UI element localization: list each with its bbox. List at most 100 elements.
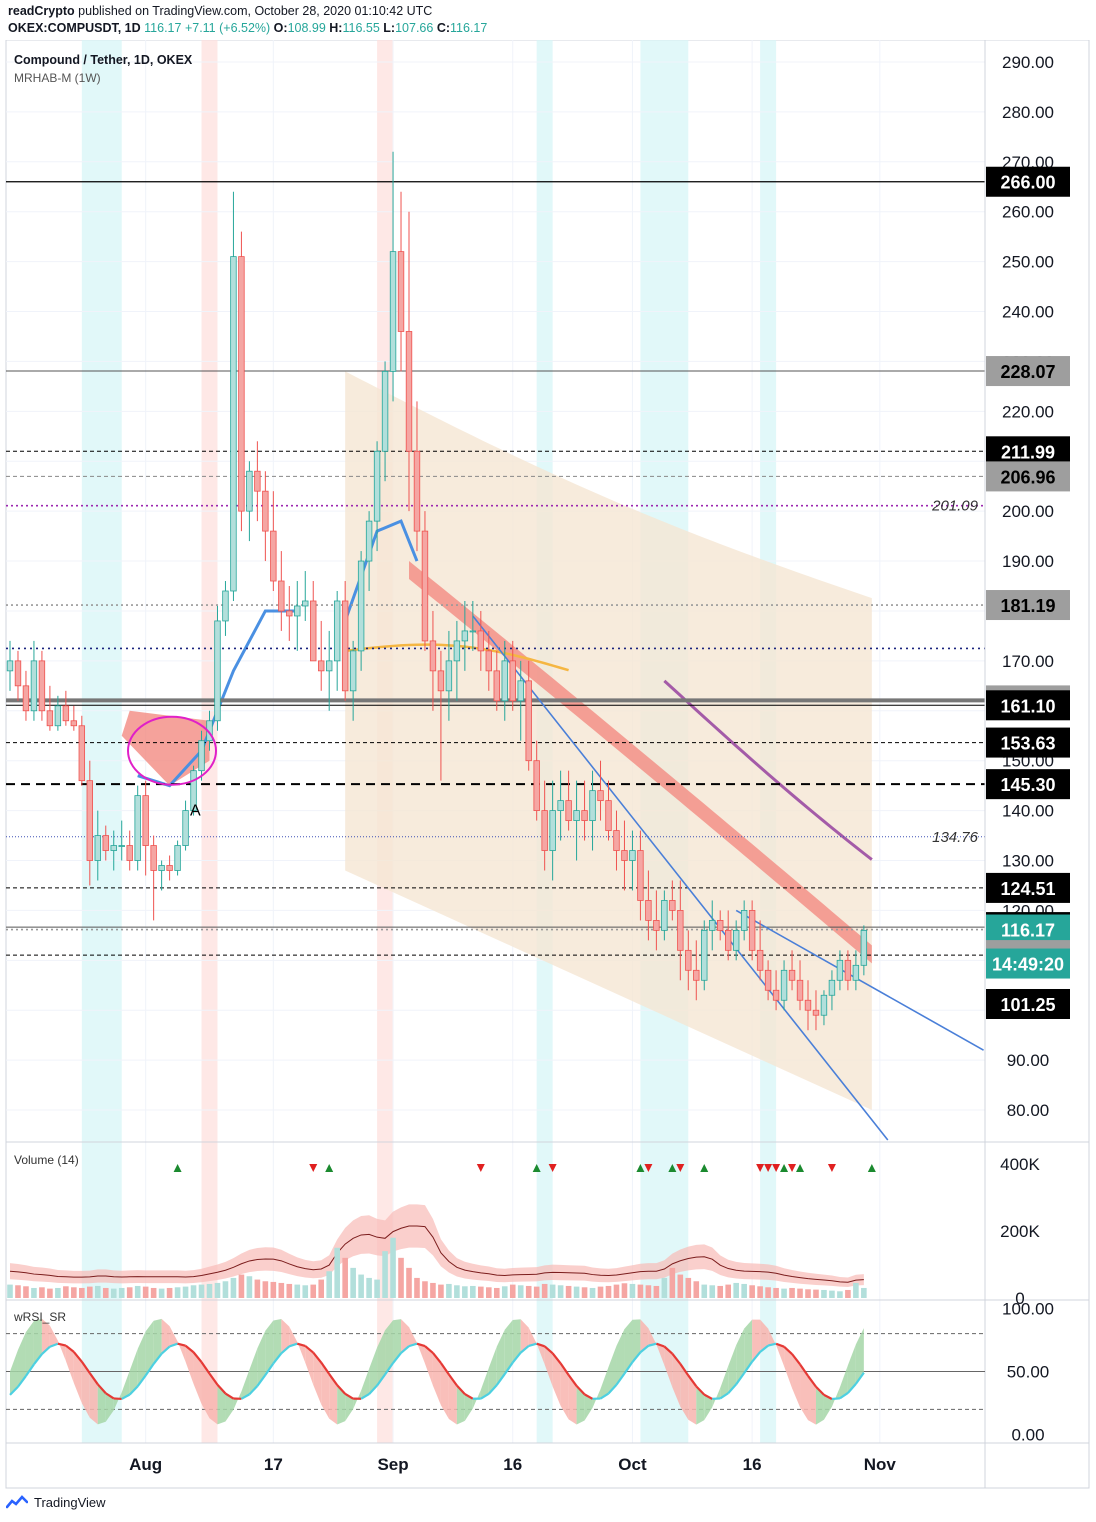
candle-body: [637, 850, 644, 901]
volume-bar: [294, 1284, 301, 1298]
candle-body: [645, 900, 652, 921]
time-tick-label: 17: [264, 1455, 283, 1474]
wrsi-fill: [448, 1374, 457, 1425]
wrsi-fill: [313, 1352, 322, 1405]
footer: TradingView: [6, 1494, 106, 1510]
candle-body: [589, 790, 596, 821]
candle-body: [717, 920, 724, 931]
wrsi-signal-line: [823, 1393, 833, 1400]
volume-bar: [326, 1271, 332, 1298]
wrsi-signal-line: [847, 1383, 857, 1394]
candle-body: [110, 845, 117, 851]
wrsi-signal-line: [80, 1361, 91, 1374]
candle-body: [709, 920, 716, 931]
volume-bar: [861, 1287, 867, 1298]
candle-body: [780, 969, 788, 1001]
wrsi-signal-line: [360, 1393, 370, 1400]
volume-bar: [613, 1284, 620, 1298]
wrsi-fill: [225, 1393, 234, 1422]
price-labels: 266.00228.07211.99206.96201.09181.19162.…: [931, 166, 1070, 1019]
wrsi-signal-line: [639, 1344, 650, 1354]
candle-body: [677, 910, 684, 951]
candle-body: [701, 929, 708, 981]
time-axis[interactable]: Aug 17 Sep 16 Oct 16 Nov: [129, 1455, 896, 1474]
price-tick-label: 250.00: [1002, 253, 1054, 272]
wrsi-signal-line: [831, 1397, 841, 1401]
volume-bar: [757, 1286, 763, 1298]
candle-body: [78, 725, 86, 782]
ohlc-line: OKEX:COMPUSDT, 1D 116.17 +7.11 (+6.52%) …: [8, 21, 487, 35]
wrsi-signal-line: [775, 1342, 785, 1348]
volume-bar: [206, 1283, 213, 1298]
volume-bar: [446, 1283, 452, 1298]
price-tick-label: 140.00: [1002, 802, 1054, 821]
volume-bar: [645, 1285, 652, 1298]
wrsi-signal-line: [208, 1372, 219, 1386]
candle-body: [453, 640, 461, 662]
volume-bar: [398, 1257, 404, 1298]
candle-body: [517, 680, 524, 702]
wrsi-fill: [815, 1386, 824, 1425]
wrsi-signal-line: [551, 1352, 562, 1365]
tradingview-logo-icon[interactable]: [6, 1494, 28, 1510]
wrsi-signal-line: [464, 1393, 474, 1400]
wrsi-signal-line: [57, 1342, 67, 1347]
volume-bar: [71, 1287, 77, 1298]
wrsi-signal-line: [520, 1345, 530, 1354]
wrsi-fill: [839, 1365, 848, 1399]
volume-bar: [557, 1285, 564, 1298]
open-label: O:: [273, 21, 288, 35]
candle-body: [310, 600, 317, 662]
wrsi-fill: [385, 1320, 394, 1375]
wrsi-signal-line: [376, 1373, 386, 1387]
wrsi-fill: [528, 1327, 537, 1346]
time-tick-label: Aug: [129, 1455, 162, 1474]
candle-body: [693, 969, 700, 981]
volume-bar: [214, 1282, 221, 1298]
volume-bar: [581, 1287, 588, 1298]
candle-body: [357, 560, 365, 652]
wrsi-signal-line: [41, 1345, 51, 1355]
price-label-box: [986, 872, 1070, 903]
wrsi-fill: [289, 1326, 298, 1347]
volume-bar: [182, 1286, 189, 1298]
wrsi-fill: [193, 1352, 202, 1404]
wrsi-fill: [640, 1319, 649, 1353]
wrsi-fill: [305, 1345, 314, 1385]
wrsi-fill: [273, 1318, 282, 1364]
sell-signal-icon: [676, 1164, 685, 1172]
sell-signal-icon: [644, 1164, 653, 1172]
sell-signal-icon: [827, 1164, 836, 1172]
candle-body: [222, 590, 229, 622]
symbol-line: OKEX:COMPUSDT, 1D: [8, 21, 141, 35]
volume-ma-line: [9, 1225, 864, 1283]
close-label: C:: [436, 21, 451, 35]
wrsi-fill: [504, 1319, 513, 1375]
candle-body: [445, 660, 453, 692]
volume-bar: [605, 1285, 612, 1298]
time-tick-label: 16: [503, 1455, 522, 1474]
candle-body: [294, 605, 301, 617]
wrsi-signal-line: [121, 1393, 131, 1400]
candle-body: [725, 929, 732, 951]
candle-body: [158, 865, 165, 871]
volume-bar: [254, 1279, 261, 1298]
chart-area[interactable]: A 80.0090.00100.00110.00120.00130.00140.…: [0, 40, 1096, 1490]
volume-bar: [262, 1281, 269, 1298]
price-tick-label: 260.00: [1002, 203, 1054, 222]
volume-bar: [821, 1289, 827, 1298]
volume-bar: [462, 1286, 468, 1298]
wrsi-signal-line: [328, 1373, 339, 1386]
publisher-name[interactable]: readCrypto: [8, 4, 75, 18]
volume-bar: [278, 1282, 285, 1298]
wrsi-signal-line: [759, 1344, 769, 1353]
price-tick-label: 240.00: [1002, 303, 1054, 322]
wrsi-signal-line: [33, 1353, 43, 1366]
candle-body: [573, 810, 580, 821]
wrsi-signal-line: [280, 1345, 291, 1355]
volume-bar: [701, 1284, 708, 1298]
volume-bar: [310, 1284, 317, 1298]
wrsi-signal-line: [807, 1375, 817, 1388]
candle-body: [501, 660, 508, 702]
candle-body: [772, 989, 780, 1001]
